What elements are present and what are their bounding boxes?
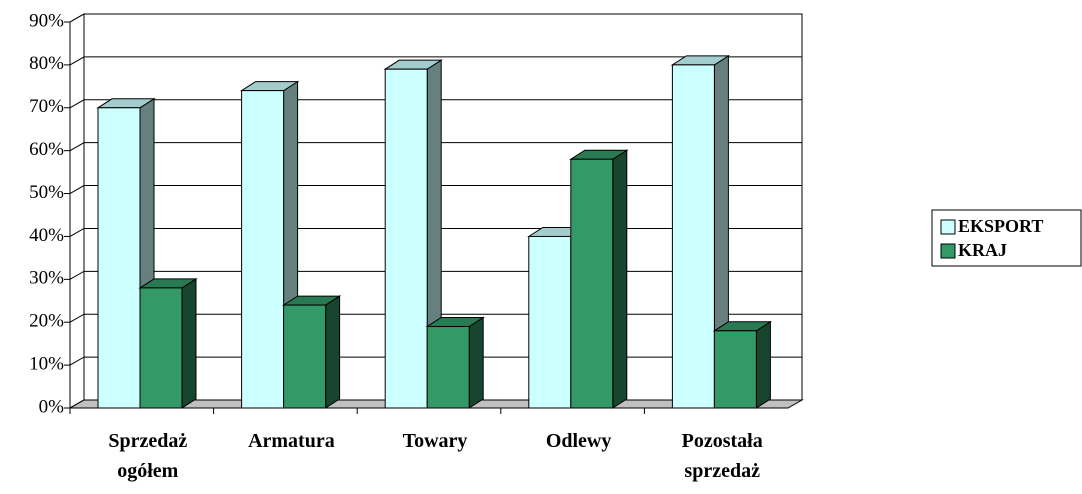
legend-swatch: [940, 219, 956, 235]
x-tick-label: Armatura: [248, 430, 335, 452]
bar: [569, 149, 629, 409]
x-tick-label: Pozostała sprzedaż: [682, 430, 763, 482]
bar-side: [612, 149, 628, 409]
bar-front: [570, 158, 614, 409]
bar-front: [139, 287, 183, 409]
x-tick-label: Odlewy: [546, 430, 612, 452]
bar-side: [181, 277, 197, 409]
side-wall: [69, 13, 85, 409]
bar-front: [713, 330, 757, 409]
y-tick-label: 0%: [39, 396, 65, 417]
bar: [281, 295, 342, 409]
bar: [138, 277, 198, 409]
bar-side: [468, 316, 484, 409]
bar: [425, 316, 485, 409]
y-tick-label: 30%: [29, 268, 64, 289]
grid-line: [69, 56, 802, 66]
bar: [712, 320, 773, 409]
grid-line: [69, 142, 802, 152]
y-tick-label: 10%: [29, 353, 64, 374]
bar-front: [528, 235, 572, 409]
legend-swatch: [940, 243, 956, 259]
y-tick-label: 90%: [29, 10, 64, 31]
x-tick-label: Sprzedaż ogółem: [108, 430, 187, 482]
bar-front: [241, 90, 285, 409]
x-tick-label: Towary: [403, 430, 468, 452]
bar: [239, 80, 300, 409]
bar: [670, 54, 731, 409]
y-tick-label: 60%: [29, 139, 64, 160]
y-tick-label: 70%: [29, 96, 64, 117]
grid-line: [69, 99, 802, 109]
legend: [931, 209, 1082, 267]
legend-label: EKSPORT: [958, 216, 1043, 236]
bar-front: [671, 64, 715, 409]
bar-front: [97, 107, 141, 409]
y-tick-label: 80%: [29, 53, 64, 74]
bar-front: [384, 68, 428, 409]
bar-front: [283, 304, 327, 409]
y-tick-label: 20%: [29, 311, 64, 332]
legend-label: KRAJ: [958, 240, 1007, 260]
bar-side: [325, 295, 341, 409]
grid-line: [69, 185, 802, 194]
bar-front: [426, 326, 470, 409]
bar-side: [755, 320, 771, 409]
y-tick-label: 40%: [29, 225, 64, 246]
y-tick-label: 50%: [29, 182, 64, 203]
grid-line: [69, 13, 802, 23]
